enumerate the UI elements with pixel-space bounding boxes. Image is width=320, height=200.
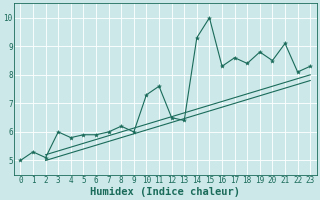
- X-axis label: Humidex (Indice chaleur): Humidex (Indice chaleur): [90, 186, 240, 197]
